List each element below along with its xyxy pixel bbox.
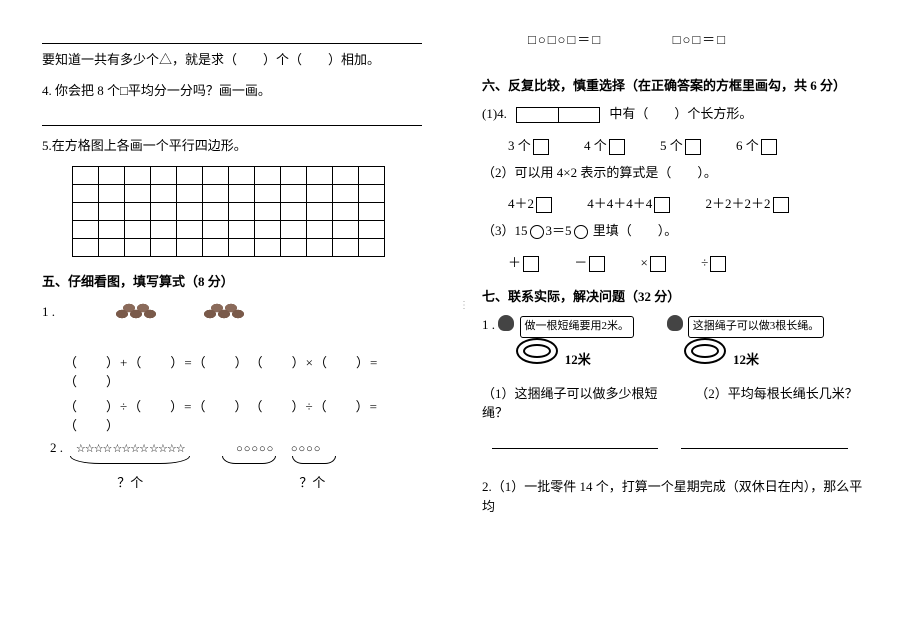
q5-text: 5.在方格图上各画一个平行四边形。 (42, 136, 422, 157)
q6-2-options: 4＋2 4＋4＋4＋4 2＋2＋2＋2 (508, 193, 870, 213)
brace-left (70, 456, 190, 464)
problem-1-label: 1 . (42, 300, 422, 326)
kid-icon-1 (498, 315, 514, 331)
q6-2: （2）可以用 4×2 表示的算式是（ ）。 (482, 163, 870, 184)
brace-q-right: ？个 (299, 475, 325, 490)
p2-num: 2 . (50, 440, 63, 455)
p1-num: 1 . (42, 304, 55, 319)
q6-1-options: 3 个 4 个 5 个 6 个 (508, 135, 870, 155)
section-7-title: 七、联系实际，解决问题（32 分） (482, 286, 870, 305)
q6-1-tail: 中有（ ）个长方形。 (609, 106, 752, 121)
opt2-c-box[interactable] (773, 197, 789, 213)
top-eq-2: □○□＝□ (673, 32, 727, 47)
brace-q-left: ？个 (117, 475, 143, 490)
q6-3: （3）153＝5 里填（ ）。 (482, 221, 870, 242)
q7-1-num: 1 . (482, 317, 495, 332)
opt2-b-box[interactable] (654, 197, 670, 213)
opt3-div-box[interactable] (710, 256, 726, 272)
q7-1-1: （1）这捆绳子可以做多少根短绳？ (482, 383, 668, 421)
equation-row-1: （ ）+（ ）=（ ） （ ）×（ ）=（ ） (64, 352, 422, 390)
opt3-plus-box[interactable] (523, 256, 539, 272)
len-1: 12米 (565, 352, 591, 367)
opt3-times-box[interactable] (650, 256, 666, 272)
opt-5-box[interactable] (685, 139, 701, 155)
page-divider-dots: ⋮ (459, 300, 469, 311)
ans-line-2 (681, 435, 847, 449)
equation-row-2: （ ）÷（ ）=（ ） （ ）÷（ ）=（ ） (64, 396, 422, 434)
opt3-div: ÷ (701, 255, 708, 270)
stars-left: ☆☆☆☆ ☆☆☆☆ ☆☆☆☆ (76, 443, 185, 455)
opt-3-box[interactable] (533, 139, 549, 155)
circles-right-b: ○○○○ (291, 443, 322, 455)
q3-text: 要知道一共有多少个△，就是求（ ）个（ ）相加。 (42, 50, 422, 71)
q6-1: (1)4. 中有（ ）个长方形。 (482, 104, 870, 125)
brace-right-a (222, 456, 276, 464)
opt3-plus: ＋ (508, 255, 521, 270)
opt-6-box[interactable] (761, 139, 777, 155)
q6-3-options: ＋ － × ÷ (508, 252, 870, 272)
opt2-b: 4＋4＋4＋4 (587, 196, 652, 211)
q7-2: 2.（1）一批零件 14 个，打算一个星期完成（双休日在内），那么平均 (482, 477, 870, 519)
tag-1: 做一根短绳要用2米。 (520, 316, 635, 338)
two-rectangles (516, 107, 600, 123)
rope-fig-right: 这捆绳子可以做3根长绳。 12米 (667, 315, 825, 370)
opt-4-box[interactable] (609, 139, 625, 155)
rope-coil-1 (516, 338, 558, 364)
opt2-a-box[interactable] (536, 197, 552, 213)
blank-answer-line (42, 30, 422, 44)
opt-4: 4 个 (584, 138, 607, 153)
rope-fig-left: 做一根短绳要用2米。 12米 (498, 315, 634, 370)
section-6-title: 六、反复比较，慎重选择（在正确答案的方框里画勾，共 6 分） (482, 75, 870, 94)
q4-text: 4. 你会把 8 个□平均分一分吗？画一画。 (42, 81, 422, 102)
q7-1-figs: 1 . 做一根短绳要用2米。 12米 这捆绳子可以做3根长绳。 12米 (482, 315, 870, 370)
opt2-a: 4＋2 (508, 196, 534, 211)
opt3-times: × (641, 255, 648, 270)
opt3-minus: － (574, 255, 587, 270)
top-equations: □○□○□＝□ □○□＝□ (482, 30, 870, 51)
opt-6: 6 个 (736, 138, 759, 153)
problem-2-row: 2 . ☆☆☆☆ ☆☆☆☆ ☆☆☆☆ ？个 ○○○○○ ○○○○ ？个 (50, 440, 422, 491)
opt2-c: 2＋2＋2＋2 (706, 196, 771, 211)
kid-icon-2 (667, 315, 683, 331)
q6-3-ans-circle (574, 225, 588, 239)
q4-answer-line (42, 112, 422, 126)
q7-1-2: （2）平均每根长绳长几米？ (671, 383, 857, 402)
opt-3: 3 个 (508, 138, 531, 153)
len-2: 12米 (733, 352, 759, 367)
circles-right-a: ○○○○○ (236, 443, 274, 455)
apples-group-2 (200, 300, 256, 326)
tag-2: 这捆绳子可以做3根长绳。 (688, 316, 825, 338)
parallelogram-grid (72, 166, 385, 257)
q7-1-answer-lines (482, 421, 870, 449)
opt-5: 5 个 (660, 138, 683, 153)
q6-3-op-circle (530, 225, 544, 239)
right-column: □○□○□＝□ □○□＝□ 六、反复比较，慎重选择（在正确答案的方框里画勾，共 … (460, 0, 920, 630)
q7-1-questions: （1）这捆绳子可以做多少根短绳？ （2）平均每根长绳长几米？ (482, 383, 870, 421)
apples-group-1 (112, 300, 168, 326)
opt3-minus-box[interactable] (589, 256, 605, 272)
brace-right-b (292, 456, 336, 464)
q6-1-label: (1)4. (482, 106, 507, 121)
section-5-title: 五、仔细看图，填写算式（8 分） (42, 271, 422, 290)
ans-line-1 (492, 435, 658, 449)
top-eq-1: □○□○□＝□ (528, 32, 602, 47)
left-column: 要知道一共有多少个△，就是求（ ）个（ ）相加。 4. 你会把 8 个□平均分一… (0, 0, 460, 630)
rope-coil-2 (684, 338, 726, 364)
